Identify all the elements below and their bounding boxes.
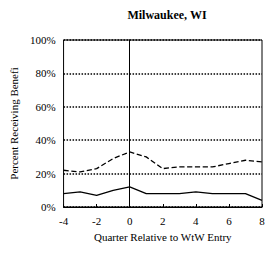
svg-text:6: 6 xyxy=(226,215,232,227)
svg-text:Quarter Relative to WtW Entry: Quarter Relative to WtW Entry xyxy=(94,231,232,243)
svg-text:-2: -2 xyxy=(92,215,101,227)
svg-text:40%: 40% xyxy=(35,134,55,146)
svg-text:60%: 60% xyxy=(35,101,55,113)
svg-text:4: 4 xyxy=(193,215,199,227)
svg-text:0: 0 xyxy=(127,215,133,227)
svg-text:100%: 100% xyxy=(30,34,56,46)
svg-text:8: 8 xyxy=(259,215,265,227)
svg-text:Percent Receiving Benefi: Percent Receiving Benefi xyxy=(8,67,20,179)
svg-text:0%: 0% xyxy=(41,201,56,213)
svg-text:Milwaukee, WI: Milwaukee, WI xyxy=(127,8,206,22)
svg-text:-4: -4 xyxy=(59,215,69,227)
svg-text:80%: 80% xyxy=(35,67,55,79)
svg-text:20%: 20% xyxy=(35,168,55,180)
svg-text:2: 2 xyxy=(160,215,166,227)
